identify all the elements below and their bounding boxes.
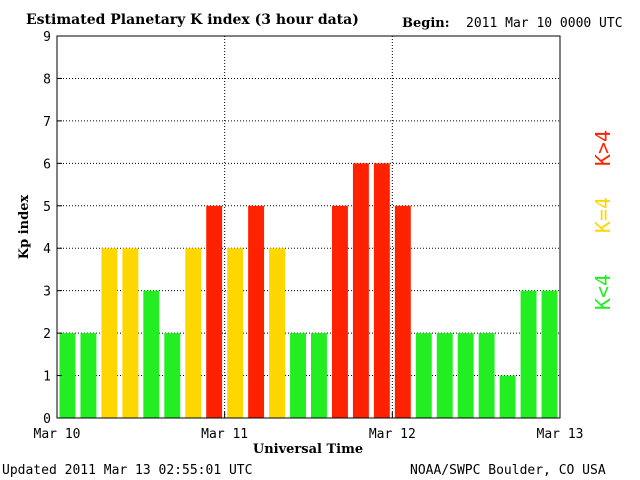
grid-lines — [57, 36, 560, 418]
kp-bar — [185, 248, 202, 418]
kp-bar — [290, 333, 306, 418]
y-tick-label: 2 — [43, 327, 51, 342]
kp-bar — [122, 248, 139, 418]
kp-bar — [331, 205, 348, 418]
y-tick-label: 0 — [43, 412, 51, 427]
y-axis-label: Kp index — [17, 195, 32, 260]
y-tick-label: 8 — [43, 72, 51, 87]
kp-bar — [415, 333, 432, 418]
kp-bar — [269, 248, 286, 418]
begin-value: 2011 Mar 10 0000 UTC — [466, 16, 623, 31]
kp-bar — [457, 333, 474, 418]
y-tick-label: 9 — [43, 30, 51, 45]
x-axis-label: Universal Time — [253, 442, 363, 457]
kp-bar — [352, 163, 369, 418]
y-tick-label: 4 — [43, 242, 51, 257]
updated-timestamp: Updated 2011 Mar 13 02:55:01 UTC — [2, 463, 252, 478]
legend-high: K>4 — [591, 130, 615, 166]
kp-bar — [164, 333, 181, 418]
kp-bar — [143, 290, 160, 418]
y-tick-label: 1 — [43, 370, 51, 385]
kp-bar — [520, 290, 537, 418]
kp-bar — [80, 333, 97, 418]
kp-bar — [101, 248, 118, 418]
begin-label: Begin: — [402, 16, 450, 31]
legend-mid: K=4 — [591, 197, 615, 233]
chart-title: Estimated Planetary K index (3 hour data… — [26, 12, 359, 28]
credit-text: NOAA/SWPC Boulder, CO USA — [410, 463, 606, 478]
bars — [59, 163, 558, 418]
kp-bar — [541, 290, 558, 418]
y-tick-label: 6 — [43, 157, 51, 172]
kp-bar — [206, 205, 223, 418]
y-tick-label: 3 — [43, 285, 51, 300]
y-axis-ticks: 0 1 2 3 4 5 6 7 8 9 — [43, 30, 62, 427]
kp-bar — [499, 375, 516, 418]
y-tick-label: 7 — [43, 115, 51, 130]
kp-bar — [436, 333, 453, 418]
x-tick-label: Mar 10 — [34, 427, 81, 442]
x-tick-label: Mar 11 — [201, 427, 248, 442]
kp-bar — [227, 248, 244, 418]
x-axis-ticks: Mar 10 Mar 11 Mar 12 Mar 13 — [34, 412, 584, 442]
x-tick-label: Mar 12 — [369, 427, 416, 442]
kp-bar — [59, 333, 76, 418]
kp-bar — [311, 333, 327, 418]
x-tick-label: Mar 13 — [537, 427, 584, 442]
kp-bar — [478, 333, 495, 418]
y-tick-label: 5 — [43, 200, 51, 215]
kp-bar — [248, 205, 265, 418]
kp-bar — [373, 163, 390, 418]
kp-bar — [394, 205, 411, 418]
legend-low: K<4 — [591, 274, 615, 310]
plot-frame — [56, 35, 561, 419]
